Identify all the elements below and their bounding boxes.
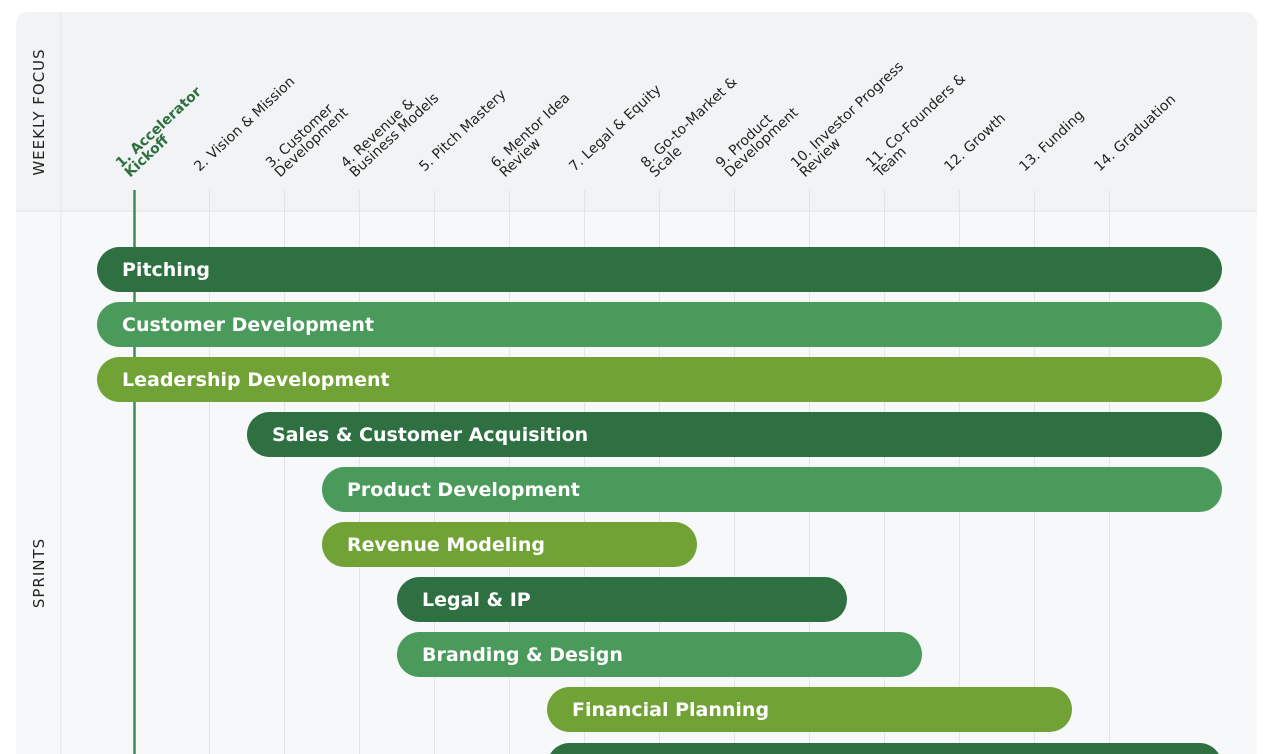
side-label: WEEKLY FOCUS: [30, 48, 48, 175]
sprint-bar: [97, 357, 1222, 402]
sprint-bar: [322, 522, 697, 567]
sprint-label: Financial Planning: [572, 699, 769, 721]
sprint-label: Legal & IP: [422, 589, 531, 611]
sprint-label: Customer Development: [122, 314, 374, 336]
sprint-label: Pitching: [122, 259, 210, 281]
sprint-label: Revenue Modeling: [347, 534, 545, 556]
sprint-bar: [397, 577, 847, 622]
sprint-label: Product Development: [347, 479, 580, 501]
sprint-bar: [247, 412, 1222, 457]
sprint-bar: [97, 302, 1222, 347]
sprint-label: Leadership Development: [122, 369, 390, 391]
sprint-label: Branding & Design: [422, 644, 623, 666]
sprint-bar: [547, 687, 1072, 732]
side-label: SPRINTS: [30, 538, 48, 608]
header-bg: [16, 12, 1257, 211]
sprint-label: Sales & Customer Acquisition: [272, 424, 588, 446]
sprint-bar: [397, 632, 922, 677]
sprint-bar-partial: [550, 743, 1219, 754]
sprint-bar: [97, 247, 1222, 292]
sprint-bar: [322, 467, 1222, 512]
